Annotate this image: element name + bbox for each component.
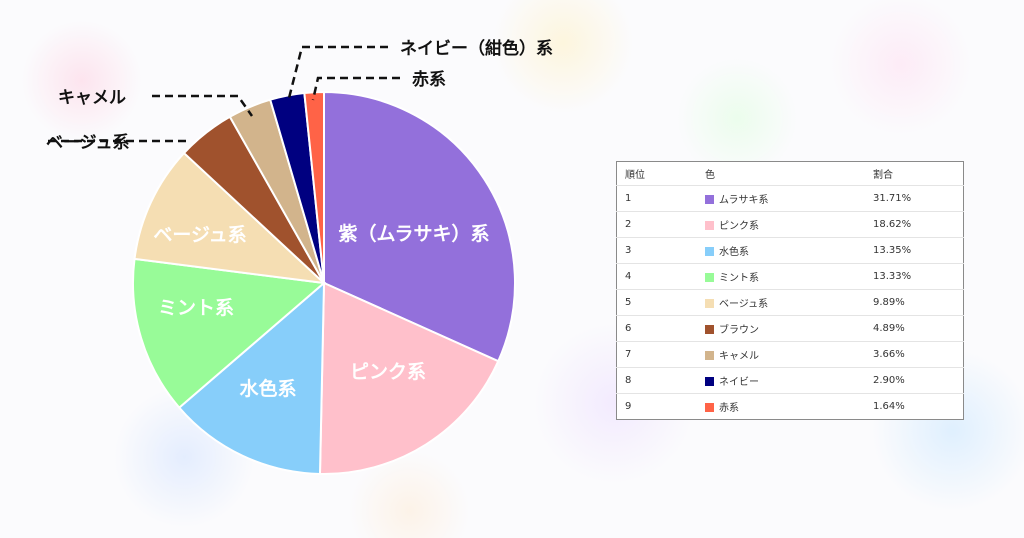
callout-leader-9 <box>311 76 400 101</box>
legend-percent: 13.33% <box>865 263 964 290</box>
legend-rank: 3 <box>616 237 697 264</box>
legend-name-text: ベージュ系 <box>719 299 769 310</box>
legend-row: 4 ミント系 13.33% <box>616 263 964 290</box>
legend-row: 8 ネイビー 2.90% <box>616 367 964 394</box>
callout-label-8: ネイビー（紺色）系 <box>400 38 553 59</box>
callout-leader-7 <box>152 94 254 117</box>
legend-percent: 2.90% <box>865 367 964 394</box>
legend-name-text: ネイビー <box>719 377 759 388</box>
legend-rank: 7 <box>616 341 697 368</box>
legend-rank: 8 <box>616 367 697 394</box>
legend-name-text: ブラウン <box>719 325 759 336</box>
pie-callouts: ベージュ系 キャメル ネイビー（紺色）系赤系 <box>46 38 553 153</box>
legend-rank: 2 <box>616 211 697 238</box>
legend-percent: 18.62% <box>865 211 964 238</box>
pie-slice-3 <box>177 280 326 475</box>
legend-name-text: 水色系 <box>719 247 749 258</box>
pie-slice-label-1: 紫（ムラサキ）系 <box>338 222 489 245</box>
pie-slices <box>132 90 516 475</box>
legend-color-name: 赤系 <box>697 394 865 420</box>
callout-label-7: キャメル <box>58 88 126 108</box>
legend-color-name: ミント系 <box>697 263 865 290</box>
callout-leader-8 <box>287 45 388 99</box>
pie-slice-2 <box>318 281 500 475</box>
legend-color-name: ムラサキ系 <box>697 185 865 212</box>
legend-swatch <box>705 377 714 386</box>
legend-swatch <box>705 325 714 334</box>
legend-percent: 4.89% <box>865 315 964 342</box>
legend-rank: 1 <box>616 185 697 212</box>
legend-percent: 1.64% <box>873 401 905 412</box>
legend-name-text: キャメル <box>719 351 759 362</box>
legend-percent: 3.66% <box>865 341 964 368</box>
legend-swatch <box>705 195 714 204</box>
legend-rank: 5 <box>616 289 697 316</box>
legend-swatch <box>705 247 714 256</box>
legend-rank: 6 <box>616 315 697 342</box>
pie-slice-label-5: ベージュ系 <box>153 224 246 246</box>
legend-row: 2 ピンク系 18.62% <box>616 211 964 238</box>
legend-name-text: ムラサキ系 <box>719 195 769 206</box>
legend-color-name: ネイビー <box>697 367 865 394</box>
legend-row: 1 ムラサキ系 31.71% <box>616 185 964 212</box>
legend-percent: 13.35% <box>865 237 964 264</box>
legend-name-text: ピンク系 <box>719 221 759 232</box>
legend-color-name: ベージュ系 <box>697 289 865 316</box>
legend-color-name: ピンク系 <box>697 211 865 238</box>
pie-slice-5 <box>133 151 327 285</box>
legend-row: 5 ベージュ系 9.89% <box>616 289 964 316</box>
pie-slice-label-2: ピンク系 <box>350 361 426 383</box>
legend-percent: 31.71% <box>865 185 964 212</box>
legend-row: 6 ブラウン 4.89% <box>616 315 964 342</box>
legend-rank: 4 <box>616 263 697 290</box>
legend-rank: 9 <box>625 401 632 412</box>
legend-header-color: 色 <box>697 161 865 186</box>
legend-table-header-row: 順位 色 割合 <box>616 161 964 186</box>
legend-table-body: 1 ムラサキ系 31.71% 2 ピンク系 18.62% 3 水色系 13.35% 4 ミント系 13… <box>616 185 964 420</box>
pie-slice-4 <box>132 257 327 410</box>
legend-header-percent: 割合 <box>865 161 964 186</box>
legend-color-name: 水色系 <box>697 237 865 264</box>
legend-name-text: ミント系 <box>719 273 759 284</box>
legend-swatch <box>705 221 714 230</box>
pie-slice-1 <box>323 90 516 363</box>
legend-row: 7 キャメル 3.66% <box>616 341 964 368</box>
pie-slice-label-4: ミント系 <box>158 297 234 319</box>
legend-swatch <box>705 403 714 412</box>
legend-name-text: 赤系 <box>719 403 739 414</box>
legend-row: 3 水色系 13.35% <box>616 237 964 264</box>
legend-header-rank: 順位 <box>616 161 697 186</box>
callout-label-6: ベージュ系 <box>46 133 129 153</box>
legend-color-name: ブラウン <box>697 315 865 342</box>
legend-row: 9 赤系 1.64% <box>617 394 964 420</box>
legend-swatch <box>705 273 714 282</box>
legend-color-name: キャメル <box>697 341 865 368</box>
legend-swatch <box>705 351 714 360</box>
legend-table: 順位 色 割合 1 ムラサキ系 31.71% 2 ピンク系 18.62% 3 水色系 13.35… <box>616 161 964 420</box>
pie-slice-label-3: 水色系 <box>239 377 296 400</box>
legend-percent: 9.89% <box>865 289 964 316</box>
legend-swatch <box>705 299 714 308</box>
callout-label-9: 赤系 <box>412 69 446 90</box>
